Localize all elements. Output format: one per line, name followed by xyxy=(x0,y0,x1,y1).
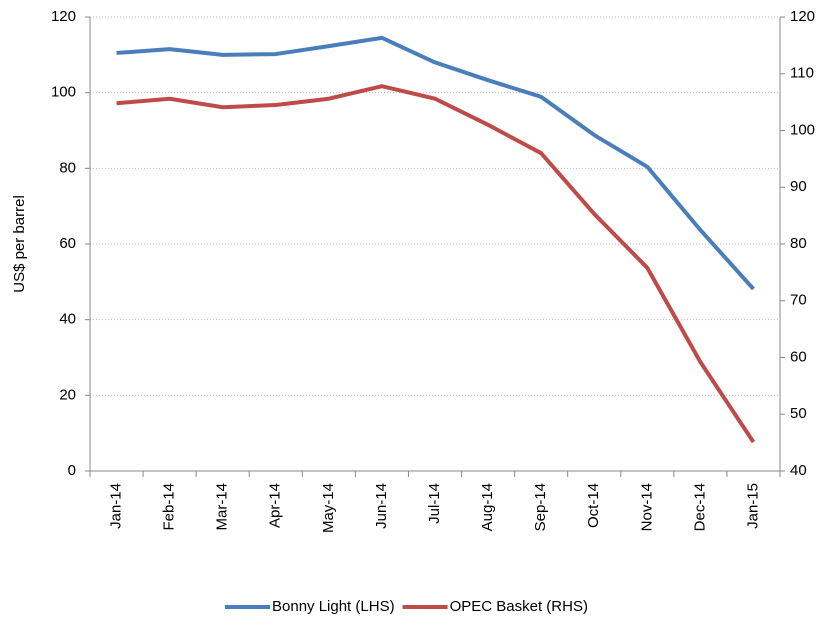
legend-label: OPEC Basket (RHS) xyxy=(450,598,588,615)
y-tick-label: 0 xyxy=(68,462,76,479)
series-line xyxy=(116,35,755,291)
y-tick-label: 60 xyxy=(59,235,76,252)
y2-tick-label: 110 xyxy=(790,65,814,82)
x-tick-label: May-14 xyxy=(320,483,337,533)
y-tick-label: 40 xyxy=(59,311,76,328)
series-line xyxy=(116,84,756,444)
y2-tick-label: 40 xyxy=(790,462,807,479)
y2-tick-label: 60 xyxy=(790,348,807,365)
y2-tick-label: 70 xyxy=(790,292,807,309)
y-tick-label: 100 xyxy=(51,84,76,101)
x-tick-label: Oct-14 xyxy=(585,483,602,528)
x-tick-label: Jan-15 xyxy=(744,483,761,529)
x-tick-label: Jun-14 xyxy=(373,483,390,529)
y2-tick-label: 90 xyxy=(790,178,807,195)
x-tick-label: Nov-14 xyxy=(638,483,655,531)
x-tick-label: Sep-14 xyxy=(532,483,549,531)
y-tick-label: 20 xyxy=(59,386,76,403)
x-tick-label: Mar-14 xyxy=(214,483,231,531)
x-tick-label: Apr-14 xyxy=(267,483,284,528)
y-tick-label: 120 xyxy=(51,8,76,25)
y-tick-label: 80 xyxy=(59,159,76,176)
x-tick-label: Dec-14 xyxy=(691,483,708,531)
x-tick-label: Jul-14 xyxy=(426,483,443,524)
y-axis-label: US$ per barrel xyxy=(11,195,28,293)
y2-tick-label: 80 xyxy=(790,235,807,252)
legend-label: Bonny Light (LHS) xyxy=(272,598,395,615)
y2-tick-label: 100 xyxy=(790,121,815,138)
y2-tick-label: 120 xyxy=(790,8,815,25)
x-tick-label: Jan-14 xyxy=(108,483,125,529)
x-tick-label: Feb-14 xyxy=(161,483,178,531)
x-tick-label: Aug-14 xyxy=(479,483,496,531)
y2-tick-label: 50 xyxy=(790,405,807,422)
